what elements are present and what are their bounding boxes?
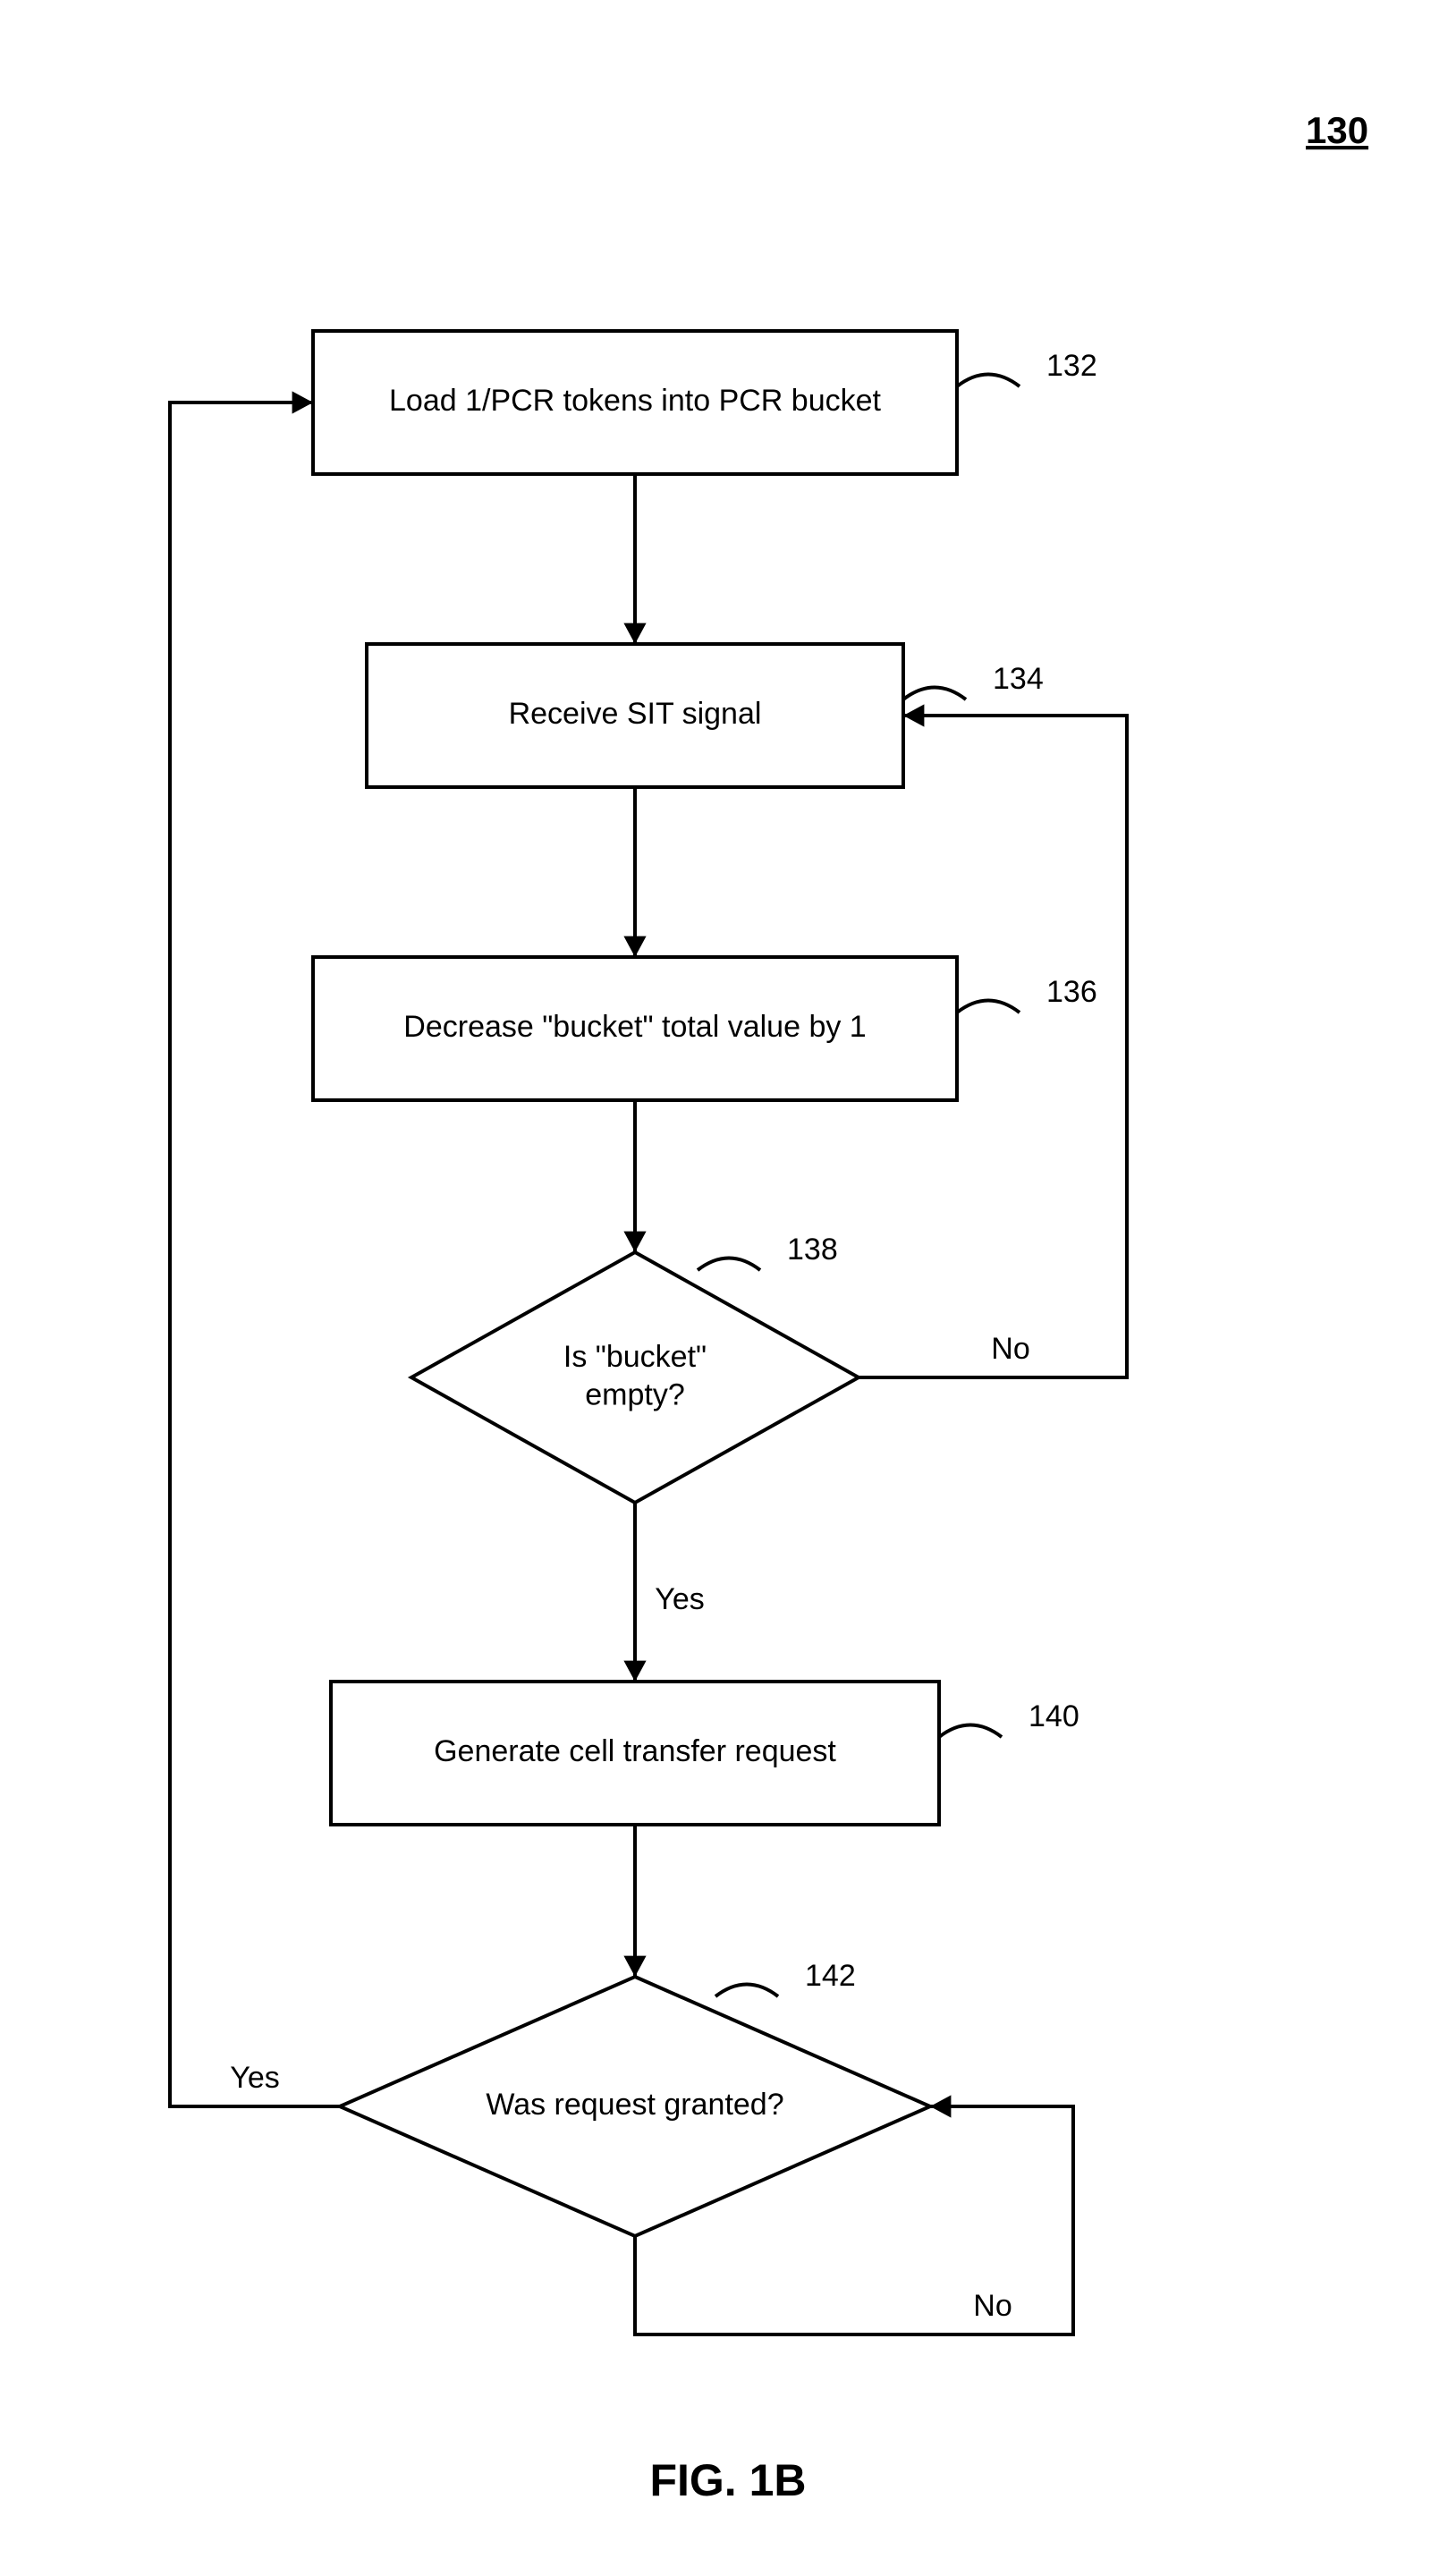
node-label-n140: Generate cell transfer request: [434, 1734, 836, 1768]
ref-tick: [715, 1985, 778, 1997]
edge-label: No: [973, 2289, 1012, 2323]
node-label-n136: Decrease "bucket" total value by 1: [403, 1010, 866, 1044]
edge-label: No: [991, 1332, 1029, 1366]
ref-tick: [939, 1725, 1002, 1738]
figure-title: FIG. 1B: [649, 2455, 806, 2505]
node-label-n134: Receive SIT signal: [509, 697, 762, 731]
edge-label: Yes: [230, 2061, 279, 2095]
ref-label: 134: [993, 662, 1044, 696]
node-label-n142: Was request granted?: [486, 2088, 783, 2122]
ref-tick: [957, 375, 1020, 387]
figure-number: 130: [1306, 109, 1368, 151]
edge: [170, 402, 340, 2106]
edge-label: Yes: [655, 1582, 704, 1616]
ref-tick: [957, 1001, 1020, 1013]
ref-label: 142: [805, 1959, 856, 1993]
ref-label: 140: [1029, 1699, 1079, 1733]
ref-tick: [903, 688, 966, 700]
node-label-n132: Load 1/PCR tokens into PCR bucket: [389, 384, 882, 418]
ref-label: 138: [787, 1233, 838, 1267]
ref-label: 136: [1046, 975, 1097, 1009]
ref-tick: [698, 1258, 760, 1271]
ref-label: 132: [1046, 349, 1097, 383]
